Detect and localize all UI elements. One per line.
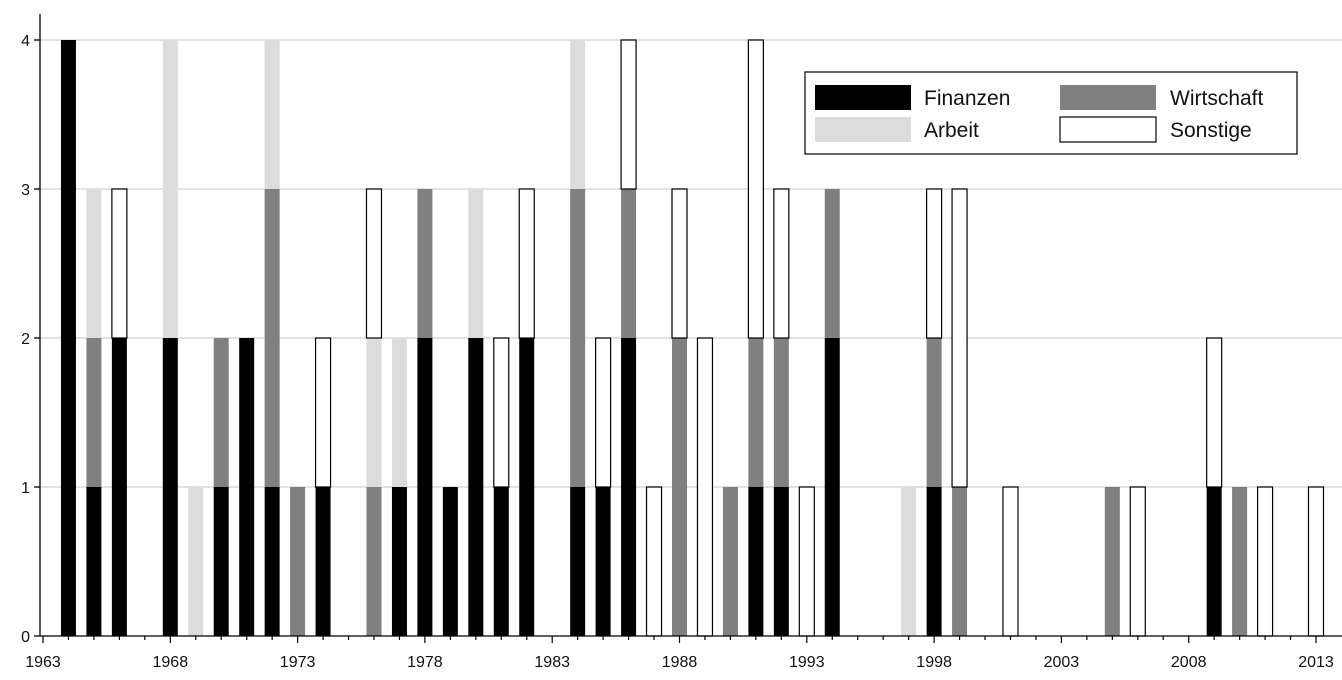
- bar-1999-sonstige: [951, 188, 968, 488]
- bar-2009-finanzen: [1206, 487, 1222, 636]
- bar-1987-sonstige: [645, 486, 663, 637]
- bar-1982-finanzen: [519, 338, 535, 636]
- bar-1998-finanzen: [926, 487, 942, 636]
- bar-1964-finanzen: [60, 40, 76, 636]
- x-tick-label-1978: 1978: [407, 654, 443, 671]
- y-tick-label-0: 0: [21, 629, 30, 646]
- bar-1977-arbeit: [391, 338, 407, 487]
- bar-1988-wirtschaft: [672, 338, 687, 636]
- legend-label-sonstige: Sonstige: [1170, 119, 1252, 142]
- bar-1991-finanzen: [748, 487, 764, 636]
- bar-1991-sonstige: [747, 39, 764, 339]
- bar-1976-arbeit: [366, 338, 382, 487]
- bar-1988-sonstige: [671, 188, 688, 339]
- legend-swatch-finanzen: [815, 85, 911, 110]
- x-tick-label-2008: 2008: [1171, 654, 1207, 671]
- bar-1994-finanzen: [824, 338, 840, 636]
- bar-1971-finanzen: [239, 338, 255, 636]
- bar-1989-sonstige: [696, 337, 714, 637]
- bar-1979-finanzen: [442, 487, 458, 636]
- bar-1985-sonstige: [595, 337, 612, 488]
- bar-1965-wirtschaft: [86, 338, 102, 487]
- y-tick-label-1: 1: [21, 480, 30, 497]
- bar-1966-finanzen: [111, 338, 127, 636]
- bar-1984-arbeit: [570, 40, 586, 189]
- bar-1965-finanzen: [86, 487, 102, 636]
- bar-1980-arbeit: [468, 189, 484, 338]
- x-tick-label-1998: 1998: [916, 654, 952, 671]
- y-tick-label-2: 2: [21, 331, 30, 348]
- bar-1966-sonstige: [111, 188, 128, 339]
- bar-1972-finanzen: [264, 487, 280, 636]
- bar-1970-finanzen: [213, 487, 229, 636]
- bar-1976-wirtschaft: [366, 487, 382, 636]
- bar-1972-arbeit: [264, 40, 280, 189]
- legend: Finanzen Wirtschaft Arbeit Sonstige: [804, 71, 1298, 155]
- bar-1986-wirtschaft: [621, 189, 637, 338]
- bar-1981-sonstige: [493, 337, 510, 488]
- bar-2010-wirtschaft: [1232, 487, 1248, 636]
- bar-1990-wirtschaft: [722, 487, 738, 636]
- legend-label-arbeit: Arbeit: [924, 119, 979, 142]
- bar-1972-wirtschaft: [264, 189, 280, 487]
- bar-1968-arbeit: [162, 40, 178, 338]
- bar-1992-wirtschaft: [773, 338, 789, 487]
- bars: [60, 39, 1325, 637]
- grid-lines: [40, 39, 1342, 488]
- bar-1978-finanzen: [417, 338, 433, 636]
- bar-1986-sonstige: [620, 39, 637, 190]
- bar-1981-finanzen: [493, 487, 509, 636]
- bar-1993-sonstige: [798, 486, 815, 637]
- bar-1999-wirtschaft: [952, 487, 968, 636]
- bar-1973-wirtschaft: [290, 487, 306, 636]
- bar-1976-sonstige: [365, 188, 383, 339]
- legend-label-finanzen: Finanzen: [924, 87, 1010, 110]
- bar-1998-wirtschaft: [926, 338, 942, 487]
- bar-2001-sonstige: [1002, 486, 1019, 637]
- bar-1984-wirtschaft: [570, 189, 586, 487]
- bar-1982-sonstige: [518, 188, 535, 339]
- bar-1998-sonstige: [925, 188, 943, 339]
- legend-swatch-wirtschaft: [1060, 85, 1156, 110]
- bar-1970-wirtschaft: [213, 338, 229, 487]
- bar-1984-finanzen: [570, 487, 586, 636]
- bar-1969-arbeit: [188, 487, 204, 636]
- bar-1974-finanzen: [315, 487, 331, 636]
- bar-1974-sonstige: [314, 337, 332, 488]
- bar-2009-sonstige: [1206, 337, 1223, 488]
- axes: 0 1 2 3 4 1963 1968 1973 1978 1983 1988 1993 1998 200…: [21, 14, 1342, 671]
- bar-1994-wirtschaft: [824, 189, 840, 338]
- legend-label-wirtschaft: Wirtschaft: [1170, 87, 1264, 110]
- x-tick-label-2013: 2013: [1298, 654, 1334, 671]
- bar-1965-arbeit: [86, 189, 102, 338]
- bar-1997-arbeit: [901, 487, 917, 636]
- bar-1968-finanzen: [162, 338, 178, 636]
- bar-1986-finanzen: [621, 338, 637, 636]
- bar-2011-sonstige: [1256, 486, 1274, 637]
- bar-1992-sonstige: [773, 188, 790, 339]
- x-tick-label-1963: 1963: [25, 654, 61, 671]
- bar-1985-finanzen: [595, 487, 611, 636]
- x-tick-label-1968: 1968: [153, 654, 189, 671]
- bar-1991-wirtschaft: [748, 338, 764, 487]
- bar-1980-finanzen: [468, 338, 484, 636]
- bar-2005-wirtschaft: [1104, 487, 1120, 636]
- legend-swatch-sonstige: [1059, 116, 1157, 143]
- x-tick-label-1983: 1983: [534, 654, 570, 671]
- bar-2013-sonstige: [1307, 486, 1325, 637]
- x-tick-label-2003: 2003: [1044, 654, 1080, 671]
- x-tick-label-1988: 1988: [662, 654, 698, 671]
- x-tick-label-1993: 1993: [789, 654, 825, 671]
- y-tick-label-3: 3: [21, 182, 30, 199]
- bar-1977-finanzen: [391, 487, 407, 636]
- bar-1992-finanzen: [773, 487, 789, 636]
- y-tick-label-4: 4: [21, 33, 30, 50]
- x-tick-label-1973: 1973: [280, 654, 316, 671]
- bar-2006-sonstige: [1129, 486, 1146, 637]
- bar-1978-wirtschaft: [417, 189, 433, 338]
- legend-swatch-arbeit: [815, 117, 911, 142]
